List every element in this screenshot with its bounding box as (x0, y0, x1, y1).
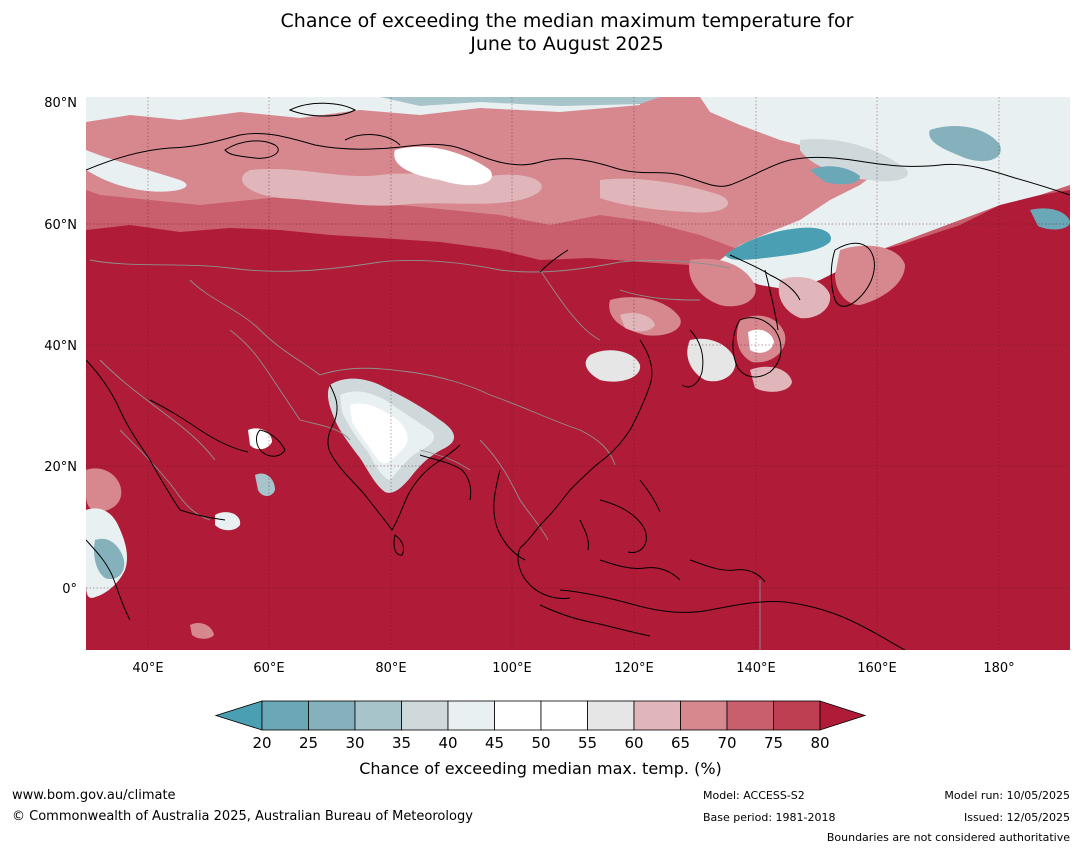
east-china-pale-patch (585, 350, 641, 382)
lat-label-60n: 60°N (44, 218, 77, 233)
colorbar-tick-label: 40 (438, 734, 457, 752)
colorbar-tick-label: 65 (671, 734, 690, 752)
lon-label-80e: 80°E (375, 661, 406, 676)
kolyma-teal-patch (810, 166, 860, 185)
lon-label-140e: 140°E (736, 661, 776, 676)
colorbar-tick-label: 30 (345, 734, 364, 752)
coastlines (86, 102, 1070, 650)
manchuria-pink-patch (689, 258, 756, 307)
colorbar-segment (540, 700, 588, 731)
map-title-line-2: June to August 2025 (470, 33, 664, 55)
arabian-sea-pale-patch (215, 512, 241, 531)
colorbar-tick-label: 60 (624, 734, 643, 752)
graticule (86, 97, 1070, 650)
colorbar-tick-label: 20 (252, 734, 271, 752)
colorbar-segment (633, 700, 681, 731)
map-title-line-1: Chance of exceeding the median maximum t… (280, 10, 854, 32)
footer-boundaries-note: Boundaries are not considered authoritat… (826, 831, 1070, 844)
colorbar-tick-label: 75 (764, 734, 783, 752)
latitude-labels: 80°N 60°N 40°N 20°N 0° (44, 96, 77, 597)
colorbar-segment (354, 700, 402, 731)
chukotka-blue-patch (929, 125, 1001, 162)
footer-url[interactable]: www.bom.gov.au/climate (12, 788, 176, 803)
colorbar-segment (587, 700, 635, 731)
lat-label-80n: 80°N (44, 96, 77, 111)
arctic-blue-zone (380, 97, 660, 106)
lon-label-40e: 40°E (132, 661, 163, 676)
colorbar-tick-label: 70 (717, 734, 736, 752)
lat-label-40n: 40°N (44, 339, 77, 354)
japan-white-patch (748, 329, 774, 353)
colorbar-segment (261, 700, 309, 731)
country-boundaries (89, 259, 761, 650)
footer-model-run: Model run: 10/05/2025 (944, 789, 1070, 802)
india-white-zone (350, 403, 408, 464)
indian-ocean-pink-patch (190, 623, 214, 639)
footer-copyright: © Commonwealth of Australia 2025, Austra… (12, 809, 473, 824)
footer-base-period: Base period: 1981-2018 (703, 811, 836, 824)
colorbar: 20 25 30 35 40 45 50 55 60 65 70 75 80 (214, 700, 867, 752)
oman-white-patch (248, 428, 272, 450)
colorbar-segment (773, 700, 821, 731)
east-africa-blue-patch (94, 538, 125, 580)
arctic-pale-zone (86, 97, 640, 122)
footer-issued: Issued: 12/05/2025 (963, 811, 1070, 824)
korea-pale-patch (687, 338, 736, 382)
colorbar-tick-label: 45 (485, 734, 504, 752)
lon-label-160e: 160°E (857, 661, 897, 676)
colorbar-over-arrow (819, 700, 867, 731)
colorbar-tick-label: 35 (392, 734, 411, 752)
arabia-pink-patch (86, 468, 122, 512)
map-plot-area (86, 97, 1070, 650)
sakhalin-pink-patch (778, 276, 831, 319)
colorbar-segment (401, 700, 449, 731)
south-japan-patch (750, 366, 792, 392)
colorbar-segment (447, 700, 495, 731)
lat-label-20n: 20°N (44, 460, 77, 475)
colorbar-segment (680, 700, 728, 731)
north-china-light-patch (620, 313, 655, 332)
colorbar-tick-label: 80 (810, 734, 829, 752)
okhotsk-teal-patch (725, 227, 831, 260)
lon-label-180: 180° (983, 661, 1014, 676)
colorbar-segment (726, 700, 774, 731)
lon-label-60e: 60°E (253, 661, 284, 676)
yakutia-light-pink-patch (600, 178, 729, 213)
colorbar-tick-label: 55 (578, 734, 597, 752)
longitude-labels: 40°E 60°E 80°E 100°E 120°E 140°E 160°E 1… (132, 661, 1014, 676)
colorbar-segment (308, 700, 356, 731)
colorbar-under-arrow (214, 700, 263, 731)
map-title: Chance of exceeding the median maximum t… (0, 10, 1081, 56)
colorbar-segment (494, 700, 542, 731)
colorbar-tick-label: 50 (531, 734, 550, 752)
colorbar-tick-label: 25 (299, 734, 318, 752)
taymyr-white-patch (394, 146, 492, 186)
lat-label-0: 0° (62, 582, 77, 597)
colorbar-title: Chance of exceeding median max. temp. (%… (359, 759, 722, 778)
lon-label-120e: 120°E (614, 661, 654, 676)
footer-model: Model: ACCESS-S2 (703, 789, 805, 802)
socotra-blue-patch (255, 473, 275, 496)
kamchatka-pink-patch (835, 245, 905, 305)
lon-label-100e: 100°E (492, 661, 532, 676)
